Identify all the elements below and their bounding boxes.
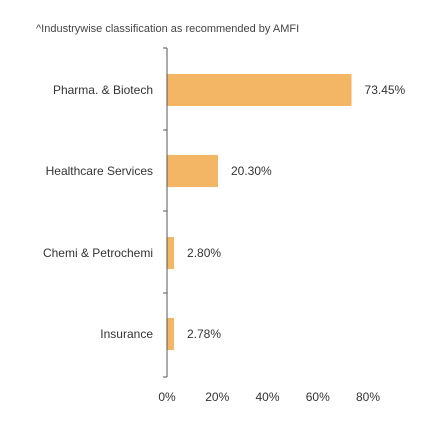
value-label-group: 73.45% 20.30% 2.80% 2.78% (187, 83, 406, 341)
category-label: Chemi & Petrochemi (43, 246, 153, 260)
chart-footnote: ^Industrywise classification as recommen… (36, 23, 300, 35)
value-label: 73.45% (365, 83, 406, 97)
x-tick-label: 40% (255, 390, 279, 404)
value-label: 20.30% (231, 164, 272, 178)
category-label-group: Pharma. & Biotech Healthcare Services Chem… (43, 83, 153, 341)
x-tick-label: 0% (158, 390, 176, 404)
bar (167, 155, 219, 187)
bar (167, 74, 352, 106)
x-tick-label-group: 0% 20% 40% 60% 80% (158, 390, 380, 404)
x-tick-label: 60% (306, 390, 330, 404)
value-label: 2.78% (187, 327, 221, 341)
x-tick-label: 20% (205, 390, 229, 404)
bar (167, 237, 175, 269)
bar (167, 318, 174, 350)
bar-group (167, 74, 352, 350)
x-tick-label: 80% (356, 390, 380, 404)
category-label: Pharma. & Biotech (53, 83, 153, 97)
category-label: Healthcare Services (46, 164, 153, 178)
category-label: Insurance (100, 327, 153, 341)
value-label: 2.80% (187, 246, 221, 260)
y-axis (163, 47, 168, 378)
